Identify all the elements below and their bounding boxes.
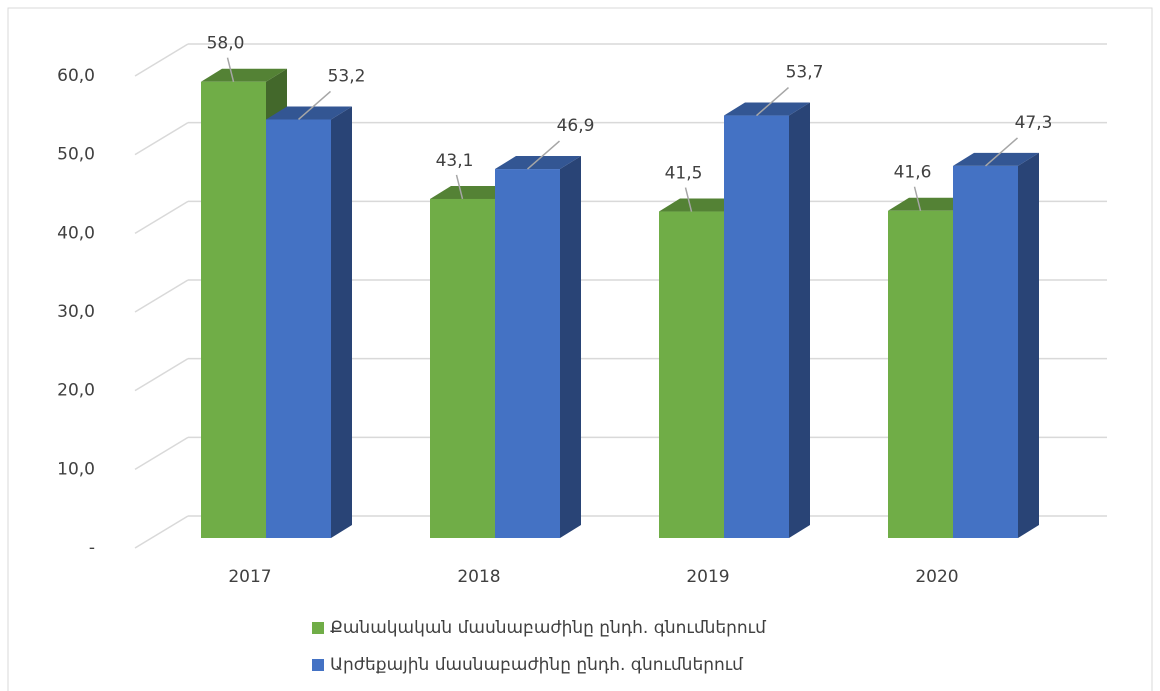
chart-border [7, 7, 1153, 691]
grid-line-depth [134, 358, 189, 392]
bar [888, 210, 953, 538]
bar-top [659, 198, 745, 212]
grid-line-depth [134, 436, 189, 470]
bar-side [789, 102, 810, 538]
grid-line-depth [134, 279, 189, 313]
bar [266, 119, 331, 538]
y-tick-label: 50,0 [57, 145, 95, 165]
legend-label: Քանակական մասնաբաժինը ընդհ. գնումներում [330, 618, 766, 638]
data-label: 41,6 [894, 163, 932, 183]
bar-top [495, 156, 581, 170]
bar-side [560, 156, 581, 538]
bar-top [724, 102, 810, 116]
bar-top [953, 152, 1039, 166]
leader-line [298, 90, 331, 121]
bar [724, 115, 789, 538]
legend-swatch [312, 622, 324, 634]
leader-line [985, 137, 1018, 167]
x-tick-label: 2017 [228, 567, 271, 587]
bar-top [201, 68, 287, 82]
bar-side [1018, 152, 1039, 538]
bar-top [888, 197, 974, 211]
legend-label: Արժեքային մասնաբաժինը ընդհ. գնումներում [330, 655, 743, 675]
y-tick-label: 10,0 [57, 459, 95, 479]
x-tick-label: 2020 [915, 567, 958, 587]
leader-line [756, 86, 789, 117]
data-label: 43,1 [436, 151, 474, 171]
bar-top [266, 106, 352, 120]
grid-line-depth [134, 515, 189, 549]
y-tick-label: 40,0 [57, 223, 95, 243]
bar-side [331, 106, 352, 538]
x-tick-label: 2019 [686, 567, 729, 587]
x-tick-label: 2018 [457, 567, 500, 587]
leader-line [527, 140, 560, 170]
data-label: 53,2 [328, 66, 366, 86]
y-tick-label: - [89, 538, 95, 558]
data-label: 46,9 [557, 116, 595, 136]
grid-line-depth [134, 200, 189, 234]
y-tick-label: 20,0 [57, 381, 95, 401]
legend-swatch [312, 659, 324, 671]
bar [953, 165, 1018, 538]
leader-line [913, 186, 922, 211]
grid-line-depth [134, 122, 189, 156]
data-label: 53,7 [786, 63, 824, 83]
data-label: 58,0 [207, 34, 245, 54]
bar-top [430, 185, 516, 199]
leader-line [684, 187, 693, 212]
y-tick-label: 30,0 [57, 302, 95, 322]
y-tick-label: 60,0 [57, 66, 95, 86]
leader-line [455, 174, 464, 200]
bar [659, 211, 724, 539]
bar [201, 81, 266, 538]
data-label: 47,3 [1015, 113, 1053, 133]
grid-line-depth [134, 43, 189, 77]
bar [495, 169, 560, 538]
data-label: 41,5 [665, 164, 703, 184]
leader-line [226, 57, 235, 82]
bar [430, 198, 495, 539]
